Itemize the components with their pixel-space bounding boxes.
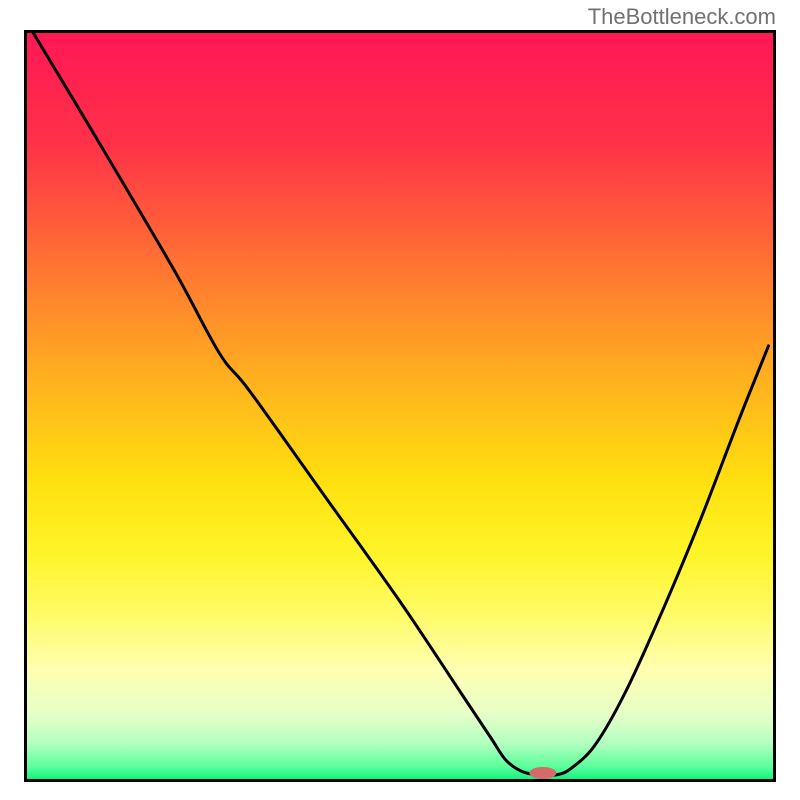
watermark-text: TheBottleneck.com xyxy=(588,4,776,30)
plot-area xyxy=(24,30,776,782)
chart-svg xyxy=(24,30,776,782)
optimal-point-marker xyxy=(529,767,556,779)
chart-container xyxy=(24,30,776,782)
gradient-background xyxy=(24,30,776,782)
